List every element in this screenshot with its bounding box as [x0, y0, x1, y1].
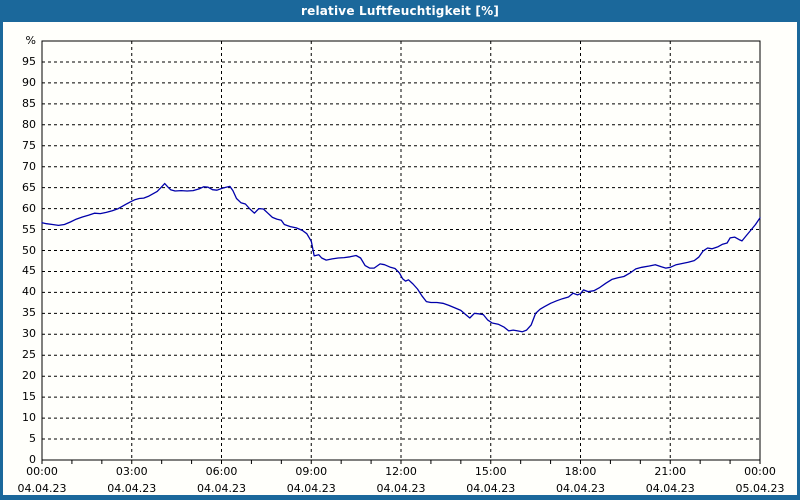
window-title: relative Luftfeuchtigkeit [%] [300, 4, 500, 18]
plot-background [3, 22, 797, 495]
title-bar: relative Luftfeuchtigkeit [%] [0, 0, 800, 22]
